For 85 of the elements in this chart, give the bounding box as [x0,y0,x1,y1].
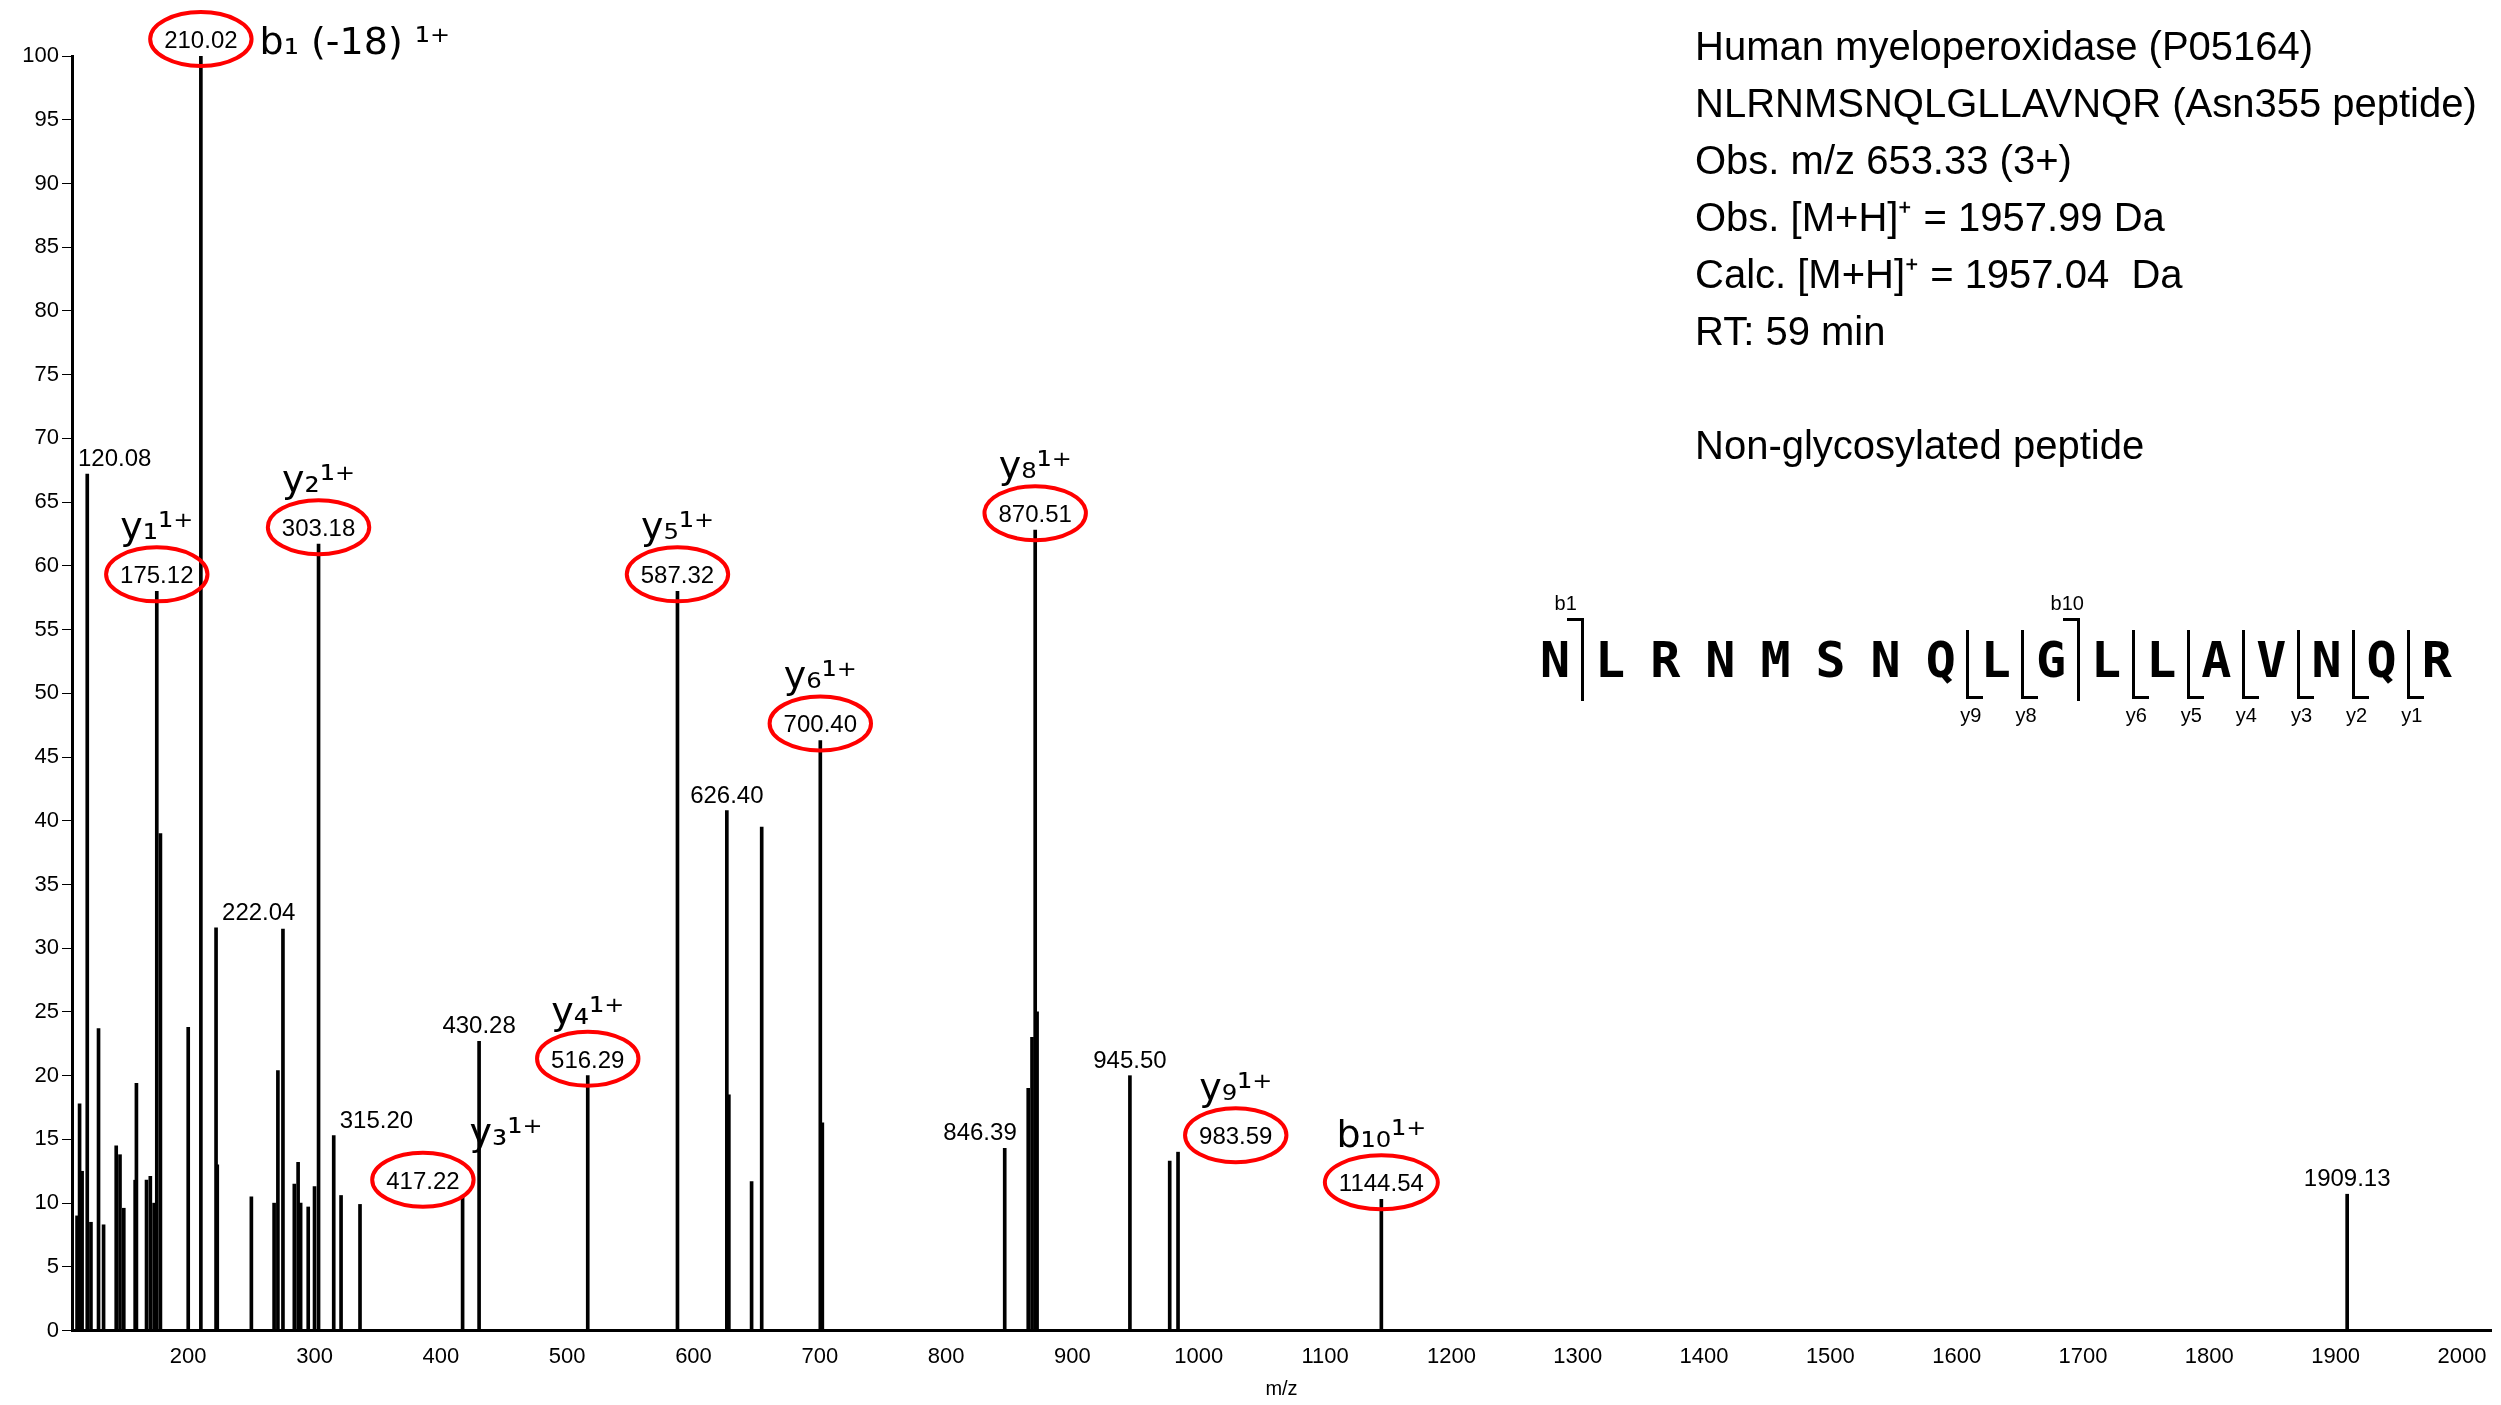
x-tick-label: 1200 [1426,1342,1476,1368]
annotation: Obs. m/z 653.33 (3+) [1695,137,2073,184]
annotation: y9 [1960,704,1982,727]
annotation: 120.08 [78,444,152,472]
annotation: 626.40 [690,780,764,808]
y-tick-label: 75 [34,360,59,386]
x-tick-label: 1400 [1679,1342,1729,1368]
annotation: 945.50 [1093,1045,1167,1073]
annotation: b₁₀¹⁺ [1336,1112,1427,1157]
x-tick-label: 800 [927,1342,965,1368]
annotation: RT: 59 min [1695,308,1887,355]
annotation: y₆¹⁺ [783,653,857,698]
annotation: y4 [2235,704,2257,727]
annotation: 846.39 [943,1118,1017,1146]
annotation: b10 [2050,592,2084,615]
y-tick-label: 50 [34,679,59,705]
y-tick-label: 90 [34,169,59,195]
y-tick-label: 30 [34,934,59,960]
x-tick-label: 1800 [2184,1342,2234,1368]
annotation: Obs. [M+H]⁺ = 1957.99 Da [1695,194,2166,241]
x-tick-label: 1900 [2311,1342,2361,1368]
annotation: y₁¹⁺ [120,504,194,549]
x-tick-label: 200 [169,1342,207,1368]
x-tick-label: 1700 [2058,1342,2108,1368]
x-tick-label: 500 [548,1342,586,1368]
x-axis-title: m/z [1265,1376,1298,1399]
x-tick-label: 700 [801,1342,839,1368]
y-tick-label: 35 [34,870,59,896]
annotation: 175.12 [120,561,194,589]
y-tick-label: 25 [34,998,59,1024]
annotation: y₂¹⁺ [282,457,356,502]
annotation: 417.22 [386,1166,460,1194]
y-tick-label: 95 [34,105,59,131]
y-tick-label: 80 [34,296,59,322]
x-tick-label: 300 [296,1342,333,1368]
x-tick-label: 1500 [1805,1342,1855,1368]
annotation: 983.59 [1199,1122,1273,1150]
annotation: y2 [2346,704,2368,727]
annotation: y8 [2015,704,2037,727]
annotation: 870.51 [998,500,1072,528]
x-tick-label: 1600 [1932,1342,1982,1368]
y-tick-label: 60 [34,551,59,577]
y-tick-label: 10 [34,1189,59,1215]
x-tick-label: 1100 [1301,1342,1349,1368]
annotation: 1144.54 [1338,1169,1424,1197]
annotation: NLRNMSNQLGLLAVNQR (Asn355 peptide) [1695,80,2477,127]
y-tick-label: 20 [34,1061,59,1087]
y-tick-label: 55 [34,615,59,641]
annotation: 430.28 [442,1011,516,1039]
annotation: y₉¹⁺ [1199,1065,1273,1110]
y-tick-label: 15 [34,1125,59,1151]
y-tick-label: 0 [46,1316,59,1342]
annotation: b₁ (-18) ¹⁺ [259,19,451,63]
y-tick-label: 65 [34,488,59,514]
annotation: b1 [1554,592,1577,615]
annotation: y1 [2401,704,2423,727]
y-tick-label: 70 [34,424,59,450]
y-tick-label: 40 [34,806,59,832]
annotation: y6 [2125,704,2147,727]
x-tick-label: 900 [1054,1342,1091,1368]
y-tick-label: 45 [34,743,59,769]
annotation: y₄¹⁺ [551,988,625,1033]
annotation: y5 [2180,704,2202,727]
annotation: 210.02 [164,26,238,53]
x-tick-label: 600 [675,1342,712,1368]
annotation: Calc. [M+H]⁺ = 1957.04 Da [1695,251,2184,298]
annotation: 516.29 [551,1045,625,1073]
x-tick-label: 2000 [2437,1342,2487,1368]
annotation: 222.04 [222,897,296,925]
annotation: 315.20 [339,1105,414,1133]
annotation: 700.40 [783,710,858,738]
annotation: y3 [2290,704,2313,727]
annotation: y₈¹⁺ [998,443,1072,488]
annotation: 303.18 [281,514,356,542]
annotation: 587.32 [640,561,715,589]
y-tick-label: 85 [34,233,59,259]
annotation: Non-glycosylated peptide [1695,422,2146,469]
x-tick-label: 1300 [1553,1342,1603,1368]
annotation: 1909.13 [2303,1164,2391,1192]
x-tick-label: 400 [422,1342,460,1368]
x-tick-label: 1000 [1174,1342,1224,1368]
annotation: y₅¹⁺ [640,504,714,549]
y-tick-label: 100 [22,42,59,68]
y-tick-label: 5 [46,1252,59,1278]
annotation: Human myeloperoxidase (P05164) [1695,23,2315,70]
